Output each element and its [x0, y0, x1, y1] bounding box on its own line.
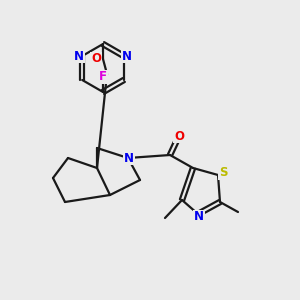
- Text: N: N: [122, 50, 132, 62]
- Text: S: S: [219, 167, 227, 179]
- Text: O: O: [174, 130, 184, 142]
- Text: O: O: [91, 52, 101, 65]
- Text: N: N: [194, 211, 204, 224]
- Text: N: N: [74, 50, 84, 62]
- Text: F: F: [99, 70, 107, 83]
- Text: N: N: [124, 152, 134, 164]
